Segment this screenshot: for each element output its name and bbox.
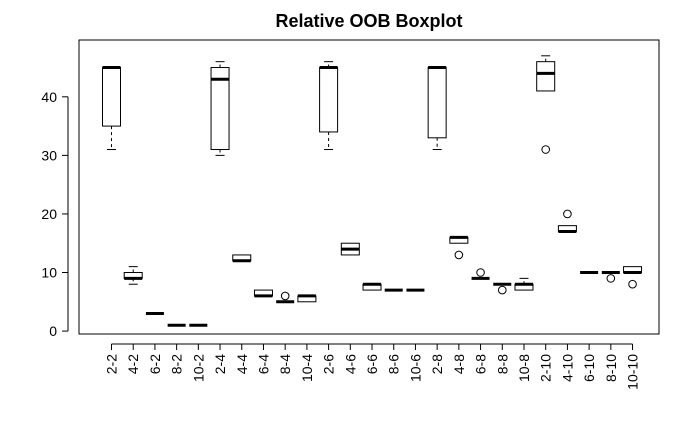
y-tick-label: 0 (49, 323, 57, 339)
box-2-4 (210, 61, 230, 156)
box-4-2 (123, 266, 143, 285)
box-6-8 (471, 268, 490, 280)
box-4-10 (557, 209, 577, 234)
x-tick-label: 8-4 (277, 354, 293, 374)
x-tick-label: 10-10 (625, 354, 641, 390)
outlier-point (628, 279, 637, 289)
outlier-point (476, 268, 485, 277)
box-2-8 (427, 66, 447, 151)
x-tick-label: 8-6 (386, 354, 402, 374)
x-tick-label: 6-2 (147, 354, 163, 374)
outlier-point (497, 285, 507, 295)
x-tick-label: 6-4 (255, 354, 271, 374)
x-tick-label: 4-10 (559, 354, 575, 382)
box-6-6 (362, 282, 382, 291)
x-tick-label: 8-2 (169, 354, 185, 374)
x-tick-label: 10-6 (407, 354, 423, 382)
box-rect (536, 61, 556, 92)
y-tick-label: 40 (41, 89, 57, 105)
x-tick-label: 4-8 (451, 354, 467, 374)
y-tick-label: 30 (41, 147, 57, 163)
x-tick-label: 6-8 (473, 354, 489, 374)
chart-title: Relative OOB Boxplot (275, 11, 462, 31)
box-2-6 (319, 61, 339, 151)
box-10-4 (297, 294, 317, 303)
x-tick-label: 10-2 (190, 354, 206, 382)
box-rect (210, 67, 230, 151)
box-2-2 (102, 66, 121, 151)
x-tick-label: 4-4 (234, 354, 250, 374)
x-tick-label: 10-4 (299, 354, 315, 382)
x-tick-label: 2-6 (321, 354, 337, 374)
x-tick-label: 10-8 (516, 354, 532, 382)
box-10-10 (623, 266, 643, 289)
box-rect (319, 67, 339, 133)
x-axis: 2-2 4-2 6-2 8-2 10-2 2-4 4-4 6-4 8-4 10-4 2-6 4-6 6-… (104, 343, 641, 390)
x-tick-label: 4-2 (125, 354, 141, 374)
box-2-10 (536, 55, 556, 154)
box-4-8 (449, 235, 469, 260)
box-10-8 (514, 277, 534, 291)
boxes-layer (102, 55, 643, 327)
box-rect (102, 67, 121, 127)
outlier-point (541, 145, 551, 154)
outlier-point (454, 250, 464, 260)
x-tick-label: 2-10 (538, 354, 554, 382)
x-tick-label: 6-10 (581, 354, 597, 382)
box-rect (427, 67, 447, 139)
x-tick-label: 4-6 (342, 354, 358, 374)
x-tick-label: 6-6 (364, 354, 380, 374)
x-tick-label: 8-8 (494, 354, 510, 374)
x-tick-label: 8-10 (603, 354, 619, 382)
x-tick-label: 2-8 (429, 354, 445, 374)
outlier-point (606, 274, 616, 283)
outlier-point (280, 291, 290, 301)
box-4-6 (340, 242, 360, 256)
box-6-4 (253, 289, 273, 298)
box-4-4 (232, 254, 252, 263)
box-8-8 (493, 282, 512, 295)
box-8-10 (601, 271, 620, 283)
plot-frame (78, 39, 660, 335)
y-axis: 0 10 20 30 40 (41, 89, 69, 339)
x-tick-label: 2-4 (212, 354, 228, 374)
y-tick-label: 20 (41, 206, 57, 222)
outlier-point (563, 209, 572, 219)
x-tick-label: 2-2 (104, 354, 120, 374)
box-8-4 (276, 291, 295, 304)
y-tick-label: 10 (41, 265, 57, 281)
